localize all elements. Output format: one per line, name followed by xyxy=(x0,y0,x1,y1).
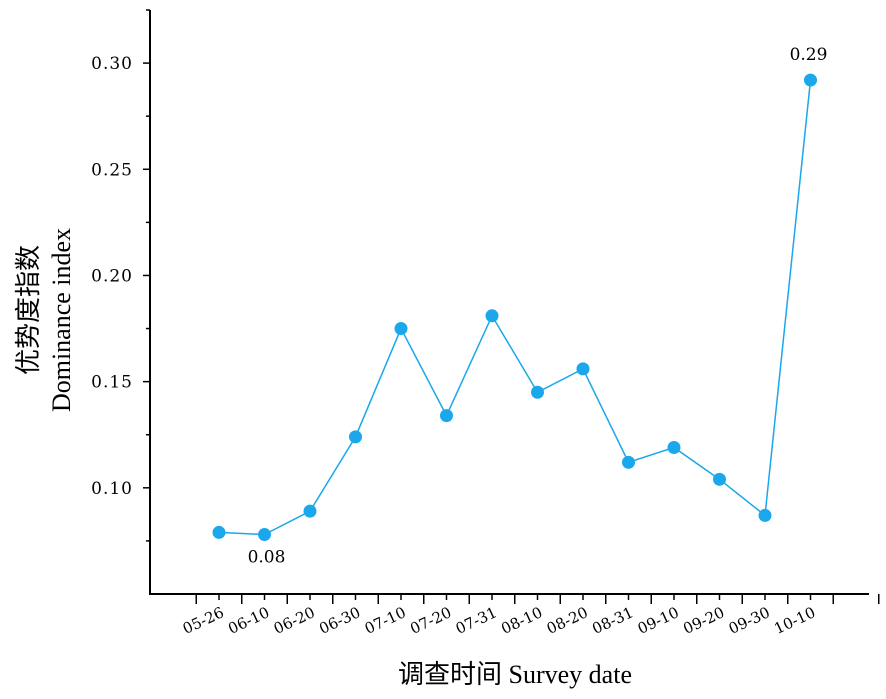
data-point xyxy=(667,440,681,454)
data-labels: 0.08 0.29 xyxy=(248,45,828,567)
x-tick-label: 08-10 xyxy=(498,603,545,638)
x-tick-label: 06-30 xyxy=(316,603,363,638)
y-axis-title-english: Dominance index xyxy=(47,228,76,412)
data-label: 0.08 xyxy=(248,548,286,568)
axes xyxy=(149,10,869,595)
data-point xyxy=(212,525,226,539)
y-ticks: 0.10 0.15 0.20 0.25 0.30 xyxy=(91,9,150,542)
x-tick-label: 08-20 xyxy=(544,603,591,638)
data-point xyxy=(622,455,635,469)
series-group xyxy=(212,73,817,542)
data-point xyxy=(258,528,271,542)
series-line xyxy=(218,80,812,536)
y-tick-label: 0.20 xyxy=(91,266,133,286)
y-axis-title-chinese: 优势度指数 xyxy=(14,245,43,375)
x-tick-label: 09-30 xyxy=(726,603,773,638)
x-tick-label: 07-20 xyxy=(407,603,454,638)
x-tick-label: 07-31 xyxy=(453,603,500,638)
x-tick-label: 06-10 xyxy=(225,603,272,638)
y-tick-label: 0.25 xyxy=(91,160,133,180)
data-point xyxy=(303,504,317,518)
data-label: 0.29 xyxy=(790,45,828,65)
data-point xyxy=(531,385,544,399)
x-axis-title: 调查时间 Survey date xyxy=(398,660,632,689)
x-tick-label: 09-20 xyxy=(680,603,727,638)
y-tick-label: 0.15 xyxy=(91,373,133,393)
data-point xyxy=(804,73,817,87)
data-point xyxy=(349,430,362,444)
x-tick-label: 07-10 xyxy=(362,603,409,638)
y-tick-label: 0.30 xyxy=(91,54,133,74)
data-point xyxy=(440,409,453,423)
data-point xyxy=(758,508,772,522)
x-tick-label: 06-20 xyxy=(271,603,318,638)
x-tick-label: 05-26 xyxy=(180,603,227,638)
x-ticks: 05-2606-1006-2006-3007-1007-2007-3108-10… xyxy=(180,594,880,638)
data-point xyxy=(394,322,408,336)
x-tick-label: 10-10 xyxy=(771,603,818,638)
x-tick-label: 09-10 xyxy=(635,603,682,638)
data-point xyxy=(576,362,590,376)
data-point xyxy=(713,472,726,486)
data-point xyxy=(485,309,499,323)
x-tick-label: 08-31 xyxy=(589,603,636,638)
y-tick-label: 0.10 xyxy=(91,479,133,499)
